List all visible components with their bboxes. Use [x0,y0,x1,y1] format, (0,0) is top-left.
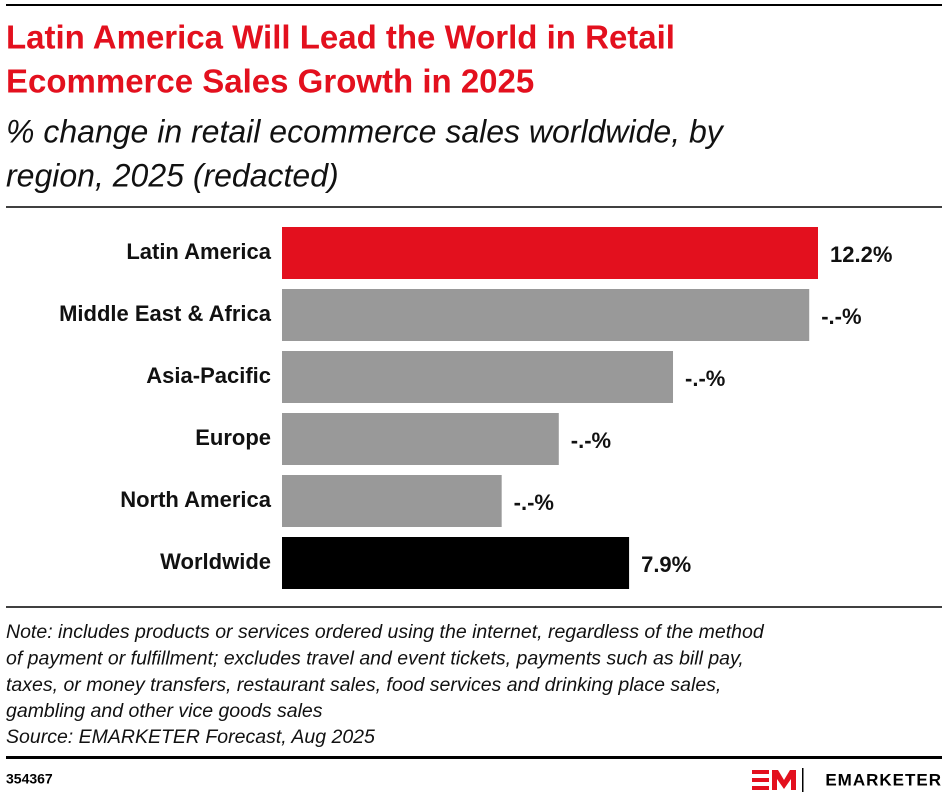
bottom-rule [6,756,942,759]
bar [282,475,502,527]
chart-title: Ecommerce Sales Growth in 2025 [6,63,534,100]
brand: EMARKETER [825,770,942,789]
logo-icon [752,768,804,792]
value-label: -.-% [571,428,611,453]
value-label: 12.2% [830,242,892,267]
category-label: Middle East & Africa [59,301,272,326]
value-label: 7.9% [641,552,691,577]
category-label: Europe [195,425,271,450]
value-label: -.-% [514,490,554,515]
category-label: Asia-Pacific [146,363,271,388]
bar [282,227,818,279]
category-label: Latin America [126,239,271,264]
bar [282,289,810,341]
note: of payment or fulfillment; excludes trav… [6,647,744,669]
chart-subtitle: % change in retail ecommerce sales world… [6,113,725,149]
source: Source: EMARKETER Forecast, Aug 2025 [6,726,375,748]
category-label: Worldwide [160,549,271,574]
bar [282,351,674,403]
note: taxes, or money transfers, restaurant sa… [6,674,721,696]
note: Note: includes products or services orde… [6,621,765,643]
top-rule [6,4,942,6]
bar [282,537,630,589]
value-label: -.-% [821,304,861,329]
category-label: North America [120,487,272,512]
bar [282,413,559,465]
value-label: -.-% [685,366,725,391]
note: gambling and other vice goods sales [6,700,323,722]
chart-title: Latin America Will Lead the World in Ret… [6,19,675,56]
chart-id: 354367 [6,771,53,787]
chart-subtitle: region, 2025 (redacted) [6,157,339,193]
